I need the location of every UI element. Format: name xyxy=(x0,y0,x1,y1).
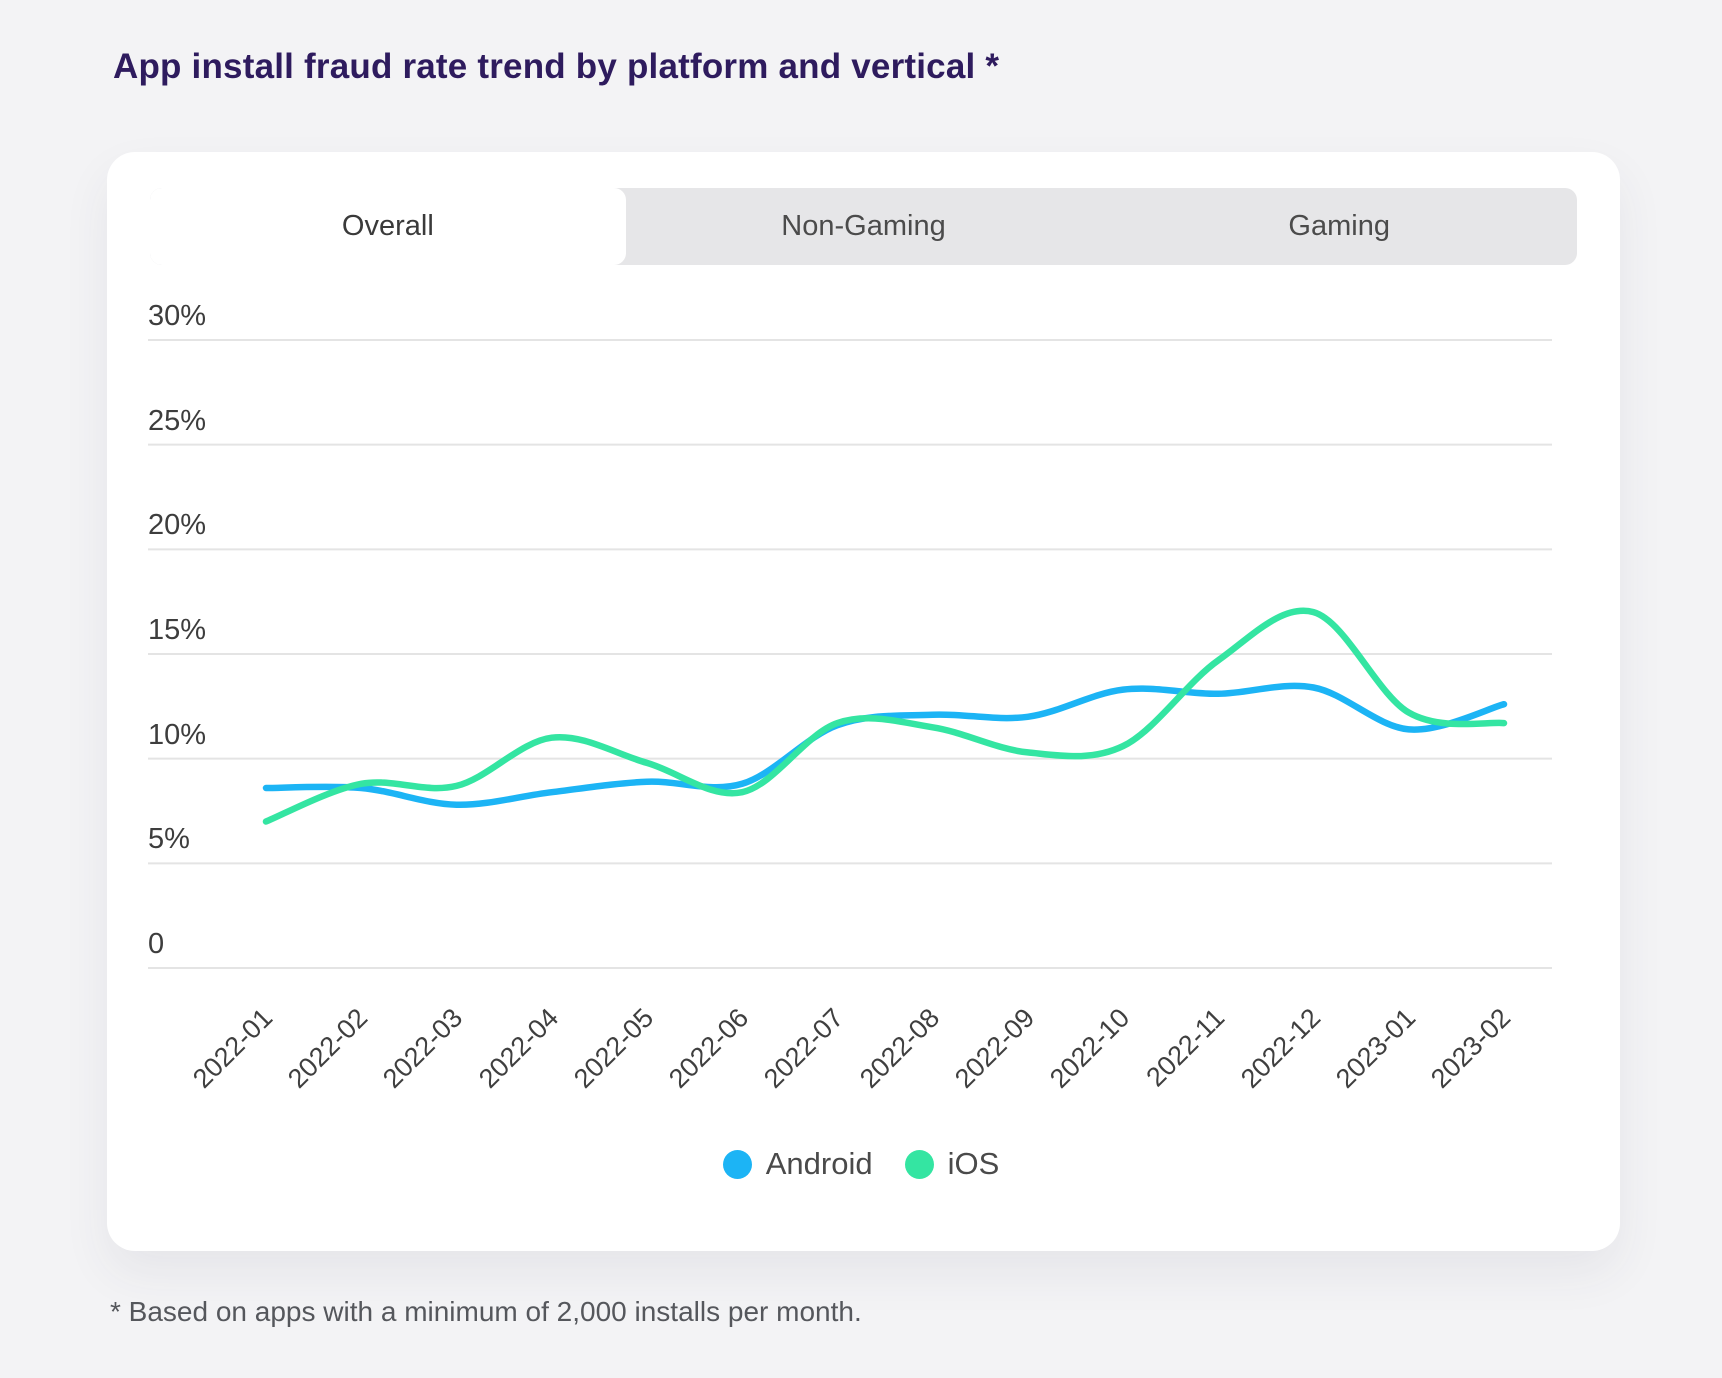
legend-item-ios[interactable]: iOS xyxy=(904,1146,1000,1182)
y-axis-label: 30% xyxy=(148,300,207,332)
y-axis-label: 25% xyxy=(148,404,207,437)
footnote: * Based on apps with a minimum of 2,000 … xyxy=(110,1296,862,1327)
legend-dot-ios xyxy=(904,1149,934,1179)
y-axis-label: 0 xyxy=(148,928,165,960)
y-axis-label: 5% xyxy=(148,823,190,856)
legend-item-android[interactable]: Android xyxy=(722,1146,873,1182)
tab-non-gaming[interactable]: Non-Gaming xyxy=(781,210,946,242)
chart-legend: Android iOS xyxy=(0,1146,1722,1182)
tab-bar: Overall Non-Gaming Gaming xyxy=(150,188,1577,265)
tab-gaming[interactable]: Gaming xyxy=(1288,210,1390,242)
legend-label: iOS xyxy=(947,1146,1000,1181)
y-axis-label: 20% xyxy=(148,509,207,542)
page-title: App install fraud rate trend by platform… xyxy=(113,47,1000,86)
y-axis-label: 10% xyxy=(148,718,207,751)
legend-dot-android xyxy=(722,1149,752,1179)
y-axis-label: 15% xyxy=(148,614,207,646)
tab-overall[interactable]: Overall xyxy=(150,188,626,265)
legend-label: Android xyxy=(765,1146,873,1181)
